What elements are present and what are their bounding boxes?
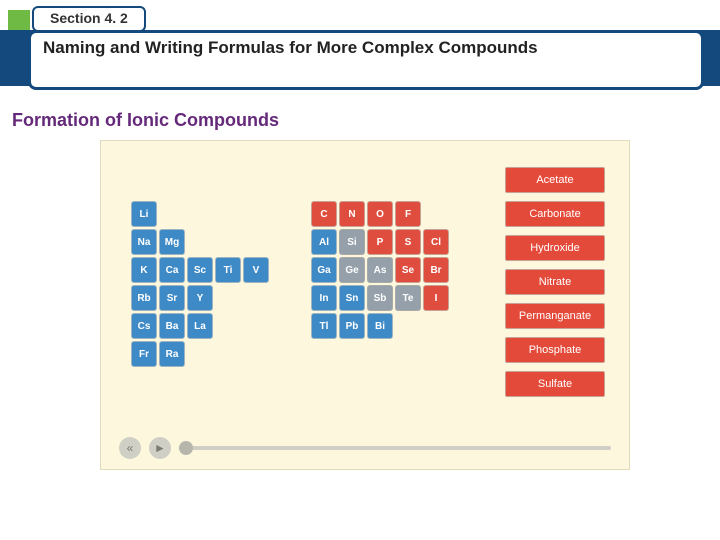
empty-cell	[187, 201, 213, 227]
empty-cell	[423, 201, 449, 227]
empty-cell	[243, 201, 269, 227]
section-tab: Section 4. 2	[32, 6, 146, 32]
element-cell: O	[367, 201, 393, 227]
element-cell: As	[367, 257, 393, 283]
element-cell: Se	[395, 257, 421, 283]
rewind-icon: «	[127, 441, 134, 455]
element-cell: Al	[311, 229, 337, 255]
section-label: Section 4. 2	[50, 10, 128, 26]
element-cell: Na	[131, 229, 157, 255]
periodic-metals-block: LiNaMgKCaScTiV RbSrY CsBaLa FrRa	[131, 201, 269, 395]
play-icon: ►	[154, 441, 166, 455]
subheading: Formation of Ionic Compounds	[12, 110, 279, 131]
empty-cell	[215, 201, 241, 227]
play-button[interactable]: ►	[149, 437, 171, 459]
element-cell: F	[395, 201, 421, 227]
ion-label: Nitrate	[505, 269, 605, 295]
element-cell: Fr	[131, 341, 157, 367]
element-cell: Si	[339, 229, 365, 255]
element-cell: Pb	[339, 313, 365, 339]
empty-cell	[215, 285, 241, 311]
media-controls: « ►	[119, 437, 611, 459]
progress-thumb[interactable]	[179, 441, 193, 455]
ion-label: Hydroxide	[505, 235, 605, 261]
element-cell: Y	[187, 285, 213, 311]
polyatomic-ion-list: Acetate Carbonate Hydroxide Nitrate Permanga…	[505, 167, 605, 397]
empty-cell	[215, 369, 241, 395]
element-cell: Li	[131, 201, 157, 227]
empty-cell	[243, 285, 269, 311]
empty-cell	[423, 341, 449, 367]
element-cell: Sc	[187, 257, 213, 283]
element-cell: K	[131, 257, 157, 283]
title-box: Naming and Writing Formulas for More Com…	[28, 30, 704, 90]
empty-cell	[187, 341, 213, 367]
ion-label: Carbonate	[505, 201, 605, 227]
empty-cell	[215, 229, 241, 255]
empty-cell	[395, 313, 421, 339]
progress-track[interactable]	[179, 446, 611, 450]
logo-square	[8, 10, 30, 32]
element-cell: Ti	[215, 257, 241, 283]
element-cell: Rb	[131, 285, 157, 311]
element-cell: Te	[395, 285, 421, 311]
element-cell: Ra	[159, 341, 185, 367]
element-cell: In	[311, 285, 337, 311]
element-cell: Cl	[423, 229, 449, 255]
empty-cell	[187, 229, 213, 255]
empty-cell	[131, 369, 157, 395]
element-cell: Ca	[159, 257, 185, 283]
element-cell: Sr	[159, 285, 185, 311]
empty-cell	[243, 313, 269, 339]
element-cell: C	[311, 201, 337, 227]
empty-cell	[159, 201, 185, 227]
empty-cell	[423, 313, 449, 339]
element-cell: Tl	[311, 313, 337, 339]
periodic-nonmetals-block: CNOF AlSiPSCl GaGeAsSeBr InSnSbTeI TlPbBi	[311, 201, 449, 367]
element-cell: V	[243, 257, 269, 283]
empty-cell	[243, 341, 269, 367]
element-cell: Mg	[159, 229, 185, 255]
element-cell: P	[367, 229, 393, 255]
element-cell: Ga	[311, 257, 337, 283]
ion-label: Acetate	[505, 167, 605, 193]
element-cell: Sn	[339, 285, 365, 311]
element-cell: La	[187, 313, 213, 339]
figure-panel: LiNaMgKCaScTiVRbSrYCsBaLaFrRa CNOFAlSiPS…	[100, 140, 630, 470]
empty-cell	[243, 369, 269, 395]
element-cell: Ba	[159, 313, 185, 339]
empty-cell	[215, 313, 241, 339]
empty-cell	[311, 341, 337, 367]
element-cell: Br	[423, 257, 449, 283]
empty-cell	[367, 341, 393, 367]
empty-cell	[159, 369, 185, 395]
element-cell: S	[395, 229, 421, 255]
empty-cell	[243, 229, 269, 255]
element-cell: Cs	[131, 313, 157, 339]
ion-label: Phosphate	[505, 337, 605, 363]
element-cell: I	[423, 285, 449, 311]
empty-cell	[339, 341, 365, 367]
rewind-button[interactable]: «	[119, 437, 141, 459]
element-cell: Bi	[367, 313, 393, 339]
empty-cell	[187, 369, 213, 395]
element-cell: Ge	[339, 257, 365, 283]
ion-label: Sulfate	[505, 371, 605, 397]
empty-cell	[395, 341, 421, 367]
ion-label: Permanganate	[505, 303, 605, 329]
element-cell: Sb	[367, 285, 393, 311]
element-cell: N	[339, 201, 365, 227]
page-title: Naming and Writing Formulas for More Com…	[43, 37, 689, 58]
empty-cell	[215, 341, 241, 367]
